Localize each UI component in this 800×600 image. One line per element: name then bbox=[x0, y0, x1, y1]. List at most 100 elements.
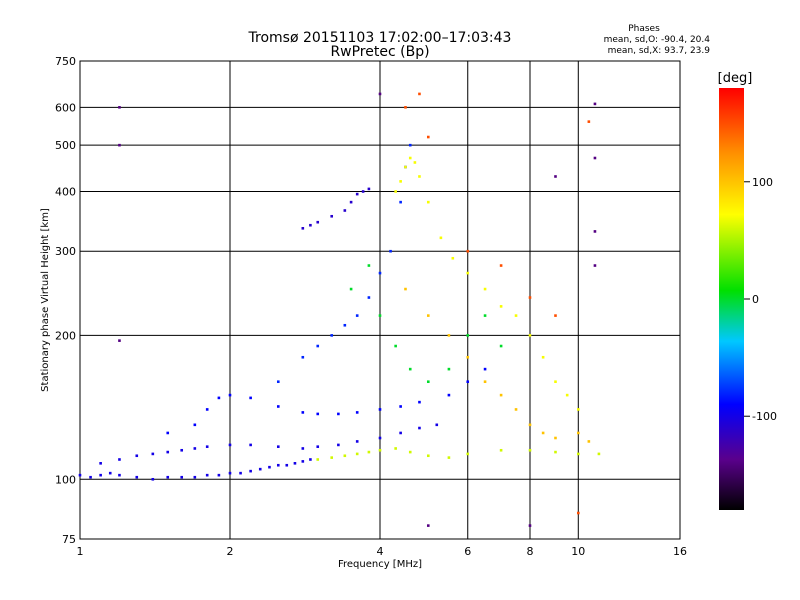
data-point bbox=[418, 92, 421, 96]
data-point bbox=[466, 452, 470, 456]
data-point bbox=[118, 458, 121, 461]
data-point bbox=[89, 475, 92, 479]
x-tick-label: 4 bbox=[377, 545, 384, 558]
data-point bbox=[528, 524, 532, 527]
data-point bbox=[499, 264, 503, 267]
y-tick-label: 400 bbox=[55, 185, 76, 198]
data-point bbox=[378, 92, 382, 96]
data-point bbox=[249, 396, 252, 400]
data-point bbox=[466, 380, 470, 384]
data-point bbox=[316, 220, 320, 224]
data-point bbox=[466, 271, 470, 275]
data-point bbox=[426, 135, 430, 139]
data-point bbox=[166, 450, 170, 454]
data-point bbox=[301, 355, 305, 359]
data-points bbox=[78, 92, 601, 527]
data-point bbox=[378, 314, 382, 317]
x-tick-label: 1 bbox=[77, 545, 84, 558]
chart-title: Tromsø 20151103 17:02:00–17:03:43 bbox=[248, 30, 512, 46]
data-point bbox=[451, 256, 455, 260]
data-point bbox=[426, 380, 430, 384]
data-point bbox=[367, 296, 371, 299]
data-point bbox=[408, 143, 412, 147]
data-point bbox=[576, 511, 580, 515]
data-point bbox=[554, 450, 557, 454]
data-point bbox=[301, 411, 305, 414]
data-point bbox=[228, 393, 232, 397]
data-point bbox=[166, 475, 170, 479]
data-point bbox=[78, 473, 82, 477]
data-point bbox=[228, 443, 232, 447]
data-point bbox=[418, 426, 421, 430]
data-point bbox=[309, 458, 312, 461]
data-point bbox=[466, 334, 470, 337]
data-point bbox=[378, 436, 382, 440]
data-point bbox=[394, 344, 397, 348]
data-point bbox=[408, 450, 412, 454]
data-point bbox=[268, 465, 271, 469]
data-point bbox=[466, 249, 470, 253]
data-point bbox=[528, 423, 532, 427]
data-point bbox=[404, 287, 407, 291]
colorbar-tick-label: -100 bbox=[752, 410, 777, 423]
data-point bbox=[541, 355, 545, 359]
x-tick-label: 10 bbox=[571, 545, 585, 558]
data-point bbox=[483, 380, 487, 384]
data-point bbox=[554, 380, 557, 384]
x-tick-label: 16 bbox=[673, 545, 687, 558]
data-point bbox=[118, 473, 121, 477]
data-point bbox=[367, 187, 371, 191]
data-point bbox=[576, 408, 580, 411]
data-point bbox=[483, 367, 487, 371]
data-point bbox=[301, 447, 305, 450]
phases-line-x: mean, sd,X: 93.7, 23.9 bbox=[608, 46, 711, 56]
data-point bbox=[349, 200, 353, 204]
data-point bbox=[193, 423, 197, 427]
data-point bbox=[228, 471, 232, 475]
chart-subtitle: RwPretec (Bp) bbox=[330, 44, 429, 60]
data-point bbox=[565, 393, 569, 397]
data-point bbox=[118, 143, 121, 147]
data-point bbox=[217, 473, 221, 477]
data-point bbox=[378, 408, 382, 411]
data-point bbox=[528, 448, 532, 452]
data-point bbox=[378, 448, 382, 452]
y-tick-label: 75 bbox=[62, 533, 76, 546]
data-point bbox=[435, 423, 439, 427]
colorbar bbox=[719, 88, 744, 510]
data-point bbox=[355, 452, 359, 456]
data-point bbox=[118, 106, 121, 109]
data-point bbox=[554, 175, 557, 178]
data-point bbox=[330, 456, 334, 459]
data-point bbox=[426, 524, 430, 527]
data-point bbox=[367, 450, 371, 454]
data-point bbox=[309, 223, 312, 227]
y-tick-label: 600 bbox=[55, 101, 76, 114]
data-point bbox=[499, 393, 503, 397]
x-tick-labels: 1 2 4 6 8 10 16 bbox=[77, 545, 688, 558]
data-point bbox=[576, 431, 580, 435]
data-point bbox=[447, 456, 451, 459]
data-point bbox=[151, 477, 155, 481]
data-point bbox=[355, 314, 359, 317]
data-point bbox=[447, 334, 451, 337]
data-point bbox=[343, 323, 347, 327]
data-point bbox=[587, 440, 591, 443]
data-point bbox=[528, 334, 532, 337]
data-point bbox=[483, 314, 487, 317]
data-point bbox=[151, 452, 155, 456]
data-point bbox=[337, 412, 340, 416]
data-point bbox=[343, 454, 347, 458]
data-point bbox=[499, 305, 503, 308]
data-point bbox=[418, 400, 421, 404]
data-point bbox=[343, 209, 347, 212]
data-point bbox=[316, 458, 320, 461]
data-point bbox=[426, 454, 430, 458]
data-point bbox=[447, 367, 451, 371]
data-point bbox=[361, 190, 365, 193]
y-tick-label: 300 bbox=[55, 245, 76, 258]
data-point bbox=[99, 473, 102, 477]
data-point bbox=[554, 314, 557, 317]
x-tick-label: 6 bbox=[464, 545, 471, 558]
